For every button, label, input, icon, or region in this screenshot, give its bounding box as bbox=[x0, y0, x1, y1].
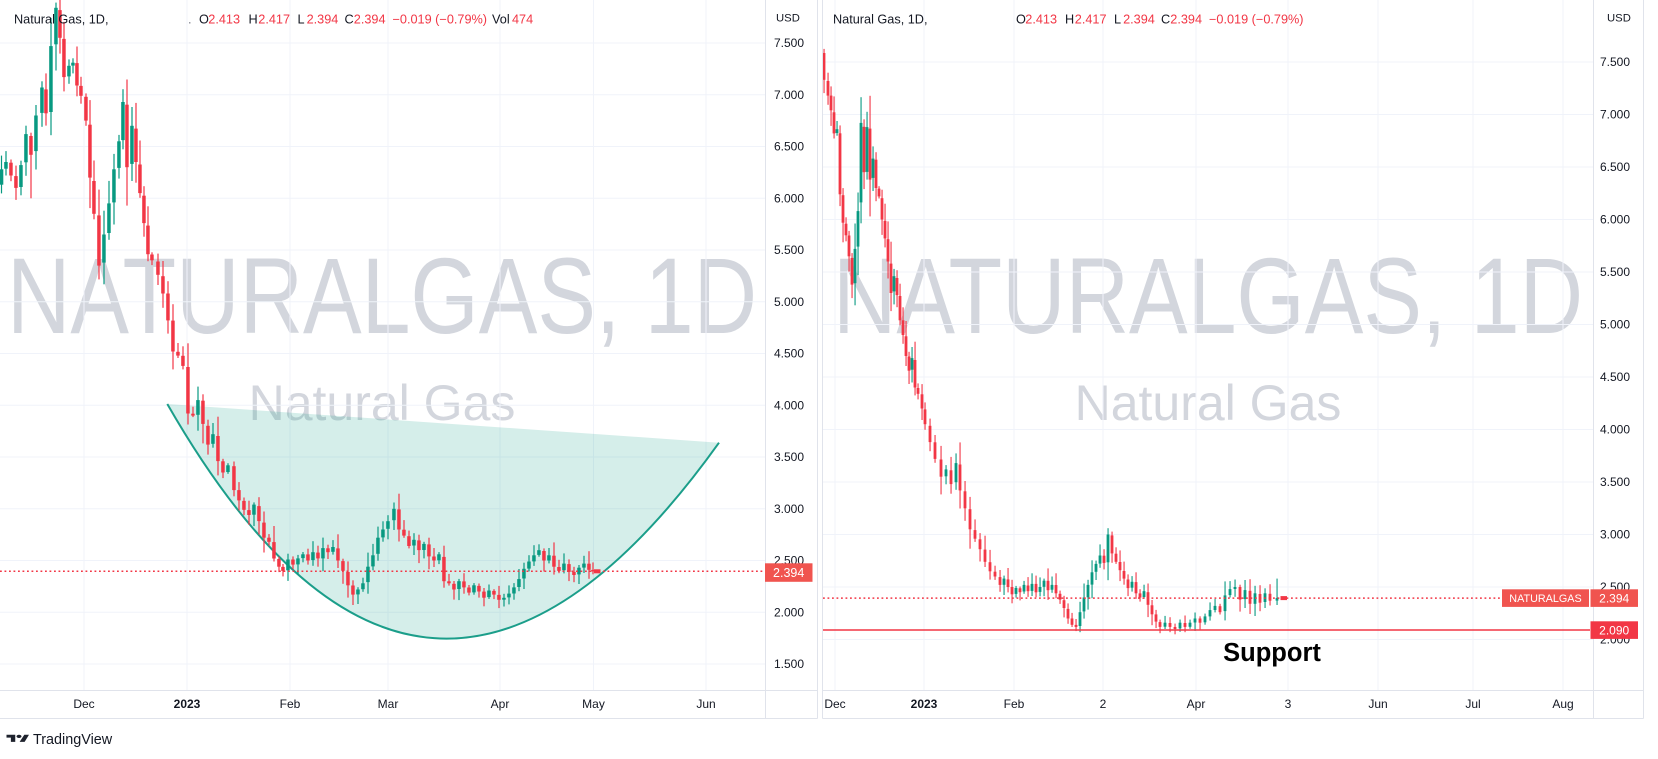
svg-text:NATURALGAS, 1D: NATURALGAS, 1D bbox=[833, 235, 1583, 356]
svg-text:L: L bbox=[298, 13, 305, 27]
svg-text:2.090: 2.090 bbox=[1599, 623, 1629, 637]
svg-text:4.000: 4.000 bbox=[774, 398, 804, 412]
svg-text:2.417: 2.417 bbox=[258, 13, 290, 27]
svg-text:Apr: Apr bbox=[491, 697, 510, 711]
svg-text:6.500: 6.500 bbox=[774, 140, 804, 154]
svg-text:7.500: 7.500 bbox=[1600, 55, 1630, 69]
svg-text:4.500: 4.500 bbox=[1600, 370, 1630, 384]
svg-text:4.000: 4.000 bbox=[1600, 423, 1630, 437]
svg-text:5.500: 5.500 bbox=[1600, 265, 1630, 279]
svg-text:Dec: Dec bbox=[824, 697, 845, 711]
svg-text:7.000: 7.000 bbox=[1600, 108, 1630, 122]
svg-text:C: C bbox=[1161, 13, 1170, 27]
svg-text:Jun: Jun bbox=[696, 697, 715, 711]
svg-text:2.417: 2.417 bbox=[1075, 13, 1107, 27]
svg-text:Apr: Apr bbox=[1187, 697, 1206, 711]
svg-text:C: C bbox=[345, 13, 354, 27]
svg-text:Feb: Feb bbox=[1004, 697, 1025, 711]
svg-text:TradingView: TradingView bbox=[33, 732, 113, 748]
svg-text:Support: Support bbox=[1223, 639, 1321, 667]
svg-text:5.500: 5.500 bbox=[774, 243, 804, 257]
svg-text:Dec: Dec bbox=[73, 697, 94, 711]
svg-text:H: H bbox=[1065, 13, 1074, 27]
svg-text:Natural Gas: Natural Gas bbox=[249, 375, 516, 431]
svg-text:7.000: 7.000 bbox=[774, 88, 804, 102]
svg-text:Aug: Aug bbox=[1552, 697, 1573, 711]
svg-text:Feb: Feb bbox=[280, 697, 301, 711]
svg-text:3.000: 3.000 bbox=[774, 502, 804, 516]
svg-text:3.500: 3.500 bbox=[1600, 475, 1630, 489]
svg-text:USD: USD bbox=[1607, 13, 1631, 25]
svg-text:2023: 2023 bbox=[911, 697, 938, 711]
svg-text:Vol: Vol bbox=[492, 13, 510, 27]
svg-text:2.394: 2.394 bbox=[773, 566, 804, 580]
svg-text:May: May bbox=[582, 697, 605, 711]
svg-text:Natural Gas, 1D,: Natural Gas, 1D, bbox=[833, 13, 928, 27]
svg-text:L: L bbox=[1114, 13, 1121, 27]
svg-text:2023: 2023 bbox=[174, 697, 201, 711]
svg-text:4.500: 4.500 bbox=[774, 347, 804, 361]
svg-text:−0.019 (−0.79%): −0.019 (−0.79%) bbox=[393, 13, 488, 27]
svg-text:5.000: 5.000 bbox=[774, 295, 804, 309]
svg-text:6.000: 6.000 bbox=[1600, 213, 1630, 227]
svg-text:Natural Gas, 1D,: Natural Gas, 1D, bbox=[14, 13, 109, 27]
svg-text:2: 2 bbox=[1100, 697, 1107, 711]
svg-text:2.394: 2.394 bbox=[307, 13, 339, 27]
svg-text:2.394: 2.394 bbox=[354, 13, 386, 27]
svg-text:3.000: 3.000 bbox=[1600, 528, 1630, 542]
svg-text:H: H bbox=[249, 13, 258, 27]
svg-text:Mar: Mar bbox=[378, 697, 399, 711]
svg-text:1.500: 1.500 bbox=[774, 657, 804, 671]
svg-text:O: O bbox=[1016, 13, 1026, 27]
svg-text:.: . bbox=[188, 13, 192, 27]
svg-text:5.000: 5.000 bbox=[1600, 318, 1630, 332]
svg-text:6.500: 6.500 bbox=[1600, 160, 1630, 174]
svg-text:6.000: 6.000 bbox=[774, 191, 804, 205]
svg-text:2.394: 2.394 bbox=[1123, 13, 1155, 27]
svg-text:Jun: Jun bbox=[1368, 697, 1387, 711]
svg-text:O: O bbox=[199, 13, 209, 27]
svg-text:2.413: 2.413 bbox=[1025, 13, 1057, 27]
svg-text:3: 3 bbox=[1285, 697, 1292, 711]
svg-text:3.500: 3.500 bbox=[774, 450, 804, 464]
svg-text:USD: USD bbox=[776, 13, 800, 25]
svg-text:2.413: 2.413 bbox=[208, 13, 240, 27]
svg-text:Natural Gas: Natural Gas bbox=[1075, 375, 1342, 431]
svg-text:7.500: 7.500 bbox=[774, 36, 804, 50]
svg-text:NATURALGAS, 1D: NATURALGAS, 1D bbox=[7, 235, 757, 356]
svg-text:Jul: Jul bbox=[1465, 697, 1480, 711]
svg-text:2.394: 2.394 bbox=[1599, 591, 1629, 605]
svg-text:2.394: 2.394 bbox=[1170, 13, 1202, 27]
svg-text:NATURALGAS: NATURALGAS bbox=[1509, 593, 1581, 605]
svg-text:474: 474 bbox=[512, 13, 533, 27]
svg-text:2.000: 2.000 bbox=[774, 606, 804, 620]
svg-text:−0.019 (−0.79%): −0.019 (−0.79%) bbox=[1209, 13, 1304, 27]
